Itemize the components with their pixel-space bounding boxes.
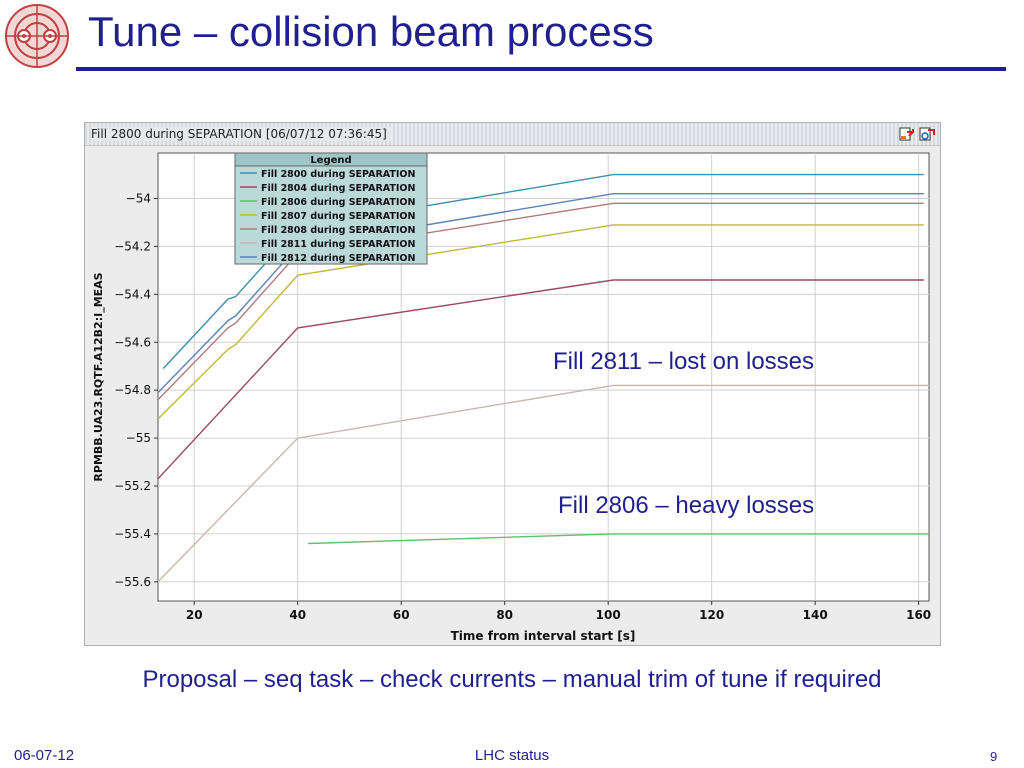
series-line-2 [158, 279, 924, 480]
slide-title: Tune – collision beam process [88, 8, 654, 55]
y-tick-label: −55.2 [114, 479, 151, 493]
legend-title: Legend [310, 155, 351, 166]
y-tick-label: −55.4 [114, 527, 151, 541]
x-tick-label: 140 [803, 608, 828, 622]
legend-entry: Fill 2804 during SEPARATION [261, 183, 415, 194]
y-tick-label: −55 [126, 431, 151, 445]
series-line-4 [158, 224, 924, 420]
legend-entry: Fill 2808 during SEPARATION [261, 225, 415, 236]
series-line-7 [158, 193, 924, 394]
y-tick-label: −55.6 [114, 575, 151, 589]
y-tick-label: −54 [126, 192, 151, 206]
export-icon[interactable] [899, 126, 915, 142]
x-tick-label: 20 [186, 608, 203, 622]
y-tick-label: −54.8 [114, 383, 151, 397]
chart-window: Fill 2800 during SEPARATION [06/07/12 07… [84, 122, 941, 646]
series-line-5 [158, 202, 924, 401]
legend-entry: Fill 2800 during SEPARATION [261, 169, 415, 180]
series-line-6 [158, 384, 929, 583]
legend-entry: Fill 2807 during SEPARATION [261, 211, 415, 222]
x-axis-label: Time from interval start [s] [451, 629, 636, 643]
annotation-fill-2806: Fill 2806 – heavy losses [558, 492, 815, 519]
proposal-text: Proposal – seq task – check currents – m… [142, 666, 882, 693]
legend-entry: Fill 2806 during SEPARATION [261, 197, 415, 208]
y-tick-label: −54.4 [114, 287, 151, 301]
legend-entry: Fill 2812 during SEPARATION [261, 253, 415, 264]
settings-icon[interactable] [919, 126, 935, 142]
x-tick-label: 100 [596, 608, 621, 622]
chart-plot: 20 40 60 80 100 120 140 160 −54 −54.2 −54.4 −54.6 −5… [92, 152, 931, 643]
x-tick-label: 160 [906, 608, 931, 622]
x-tick-label: 120 [699, 608, 724, 622]
footer-date: 06-07-12 [14, 747, 75, 764]
axis-ticks: 20 40 60 80 100 120 140 160 −54 −54.2 −54.4 −54.6 −5… [114, 192, 931, 622]
y-tick-label: −54.6 [114, 335, 151, 349]
x-tick-label: 80 [496, 608, 513, 622]
series-line-3 [308, 533, 929, 545]
x-tick-label: 40 [289, 608, 306, 622]
y-tick-label: −54.2 [114, 239, 151, 253]
title-underline [76, 67, 1006, 71]
chart-window-title: Fill 2800 during SEPARATION [06/07/12 07… [91, 127, 391, 141]
chart-window-header: Fill 2800 during SEPARATION [06/07/12 07… [85, 123, 940, 146]
page-number: 9 [990, 749, 998, 764]
footer-center-text: LHC status [474, 747, 550, 764]
legend: Legend Fill 2800 during SEPARATION Fill 2… [234, 152, 428, 265]
annotation-fill-2811: Fill 2811 – lost on losses [553, 348, 815, 375]
y-axis-label: RPMBB.UA23.RQTF.A12B2:I_MEAS [92, 272, 105, 481]
lhc-logo [5, 4, 69, 68]
legend-entry: Fill 2811 during SEPARATION [261, 239, 415, 250]
x-tick-label: 60 [393, 608, 410, 622]
